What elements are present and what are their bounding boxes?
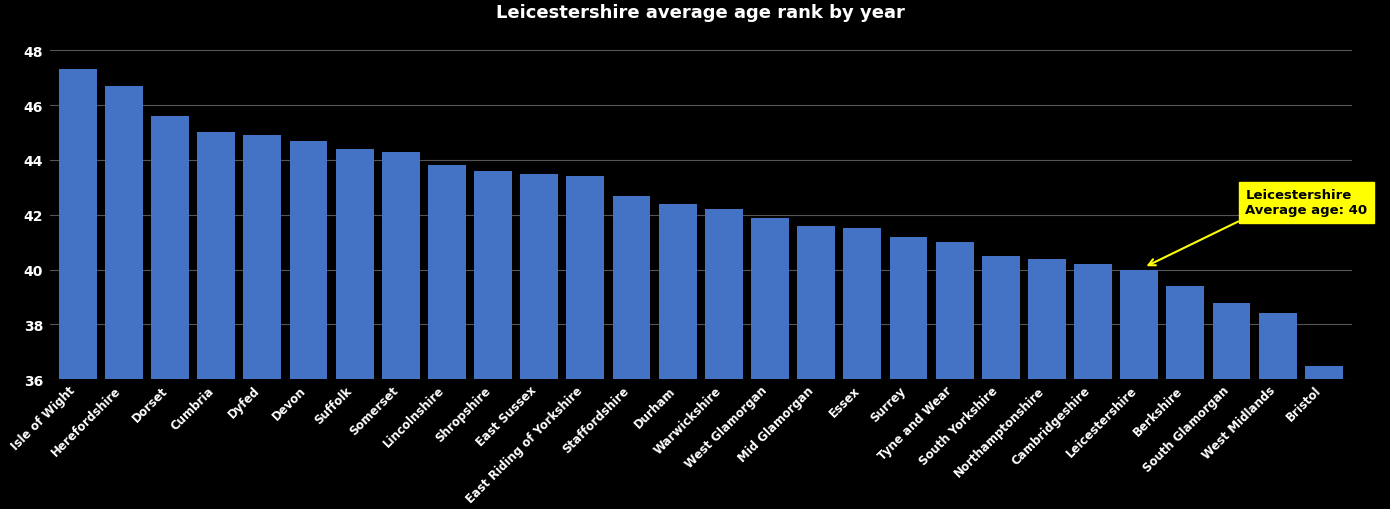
Bar (1120, 270, 1158, 509)
Bar (1029, 259, 1066, 509)
Bar (1305, 366, 1343, 509)
Bar (751, 218, 790, 509)
Bar (613, 196, 651, 509)
Bar (58, 70, 97, 509)
Bar (659, 205, 696, 509)
Bar (1212, 303, 1251, 509)
Bar (197, 133, 235, 509)
Bar (567, 177, 605, 509)
Bar (935, 243, 973, 509)
Bar (1166, 287, 1204, 509)
Bar (844, 229, 881, 509)
Bar (104, 87, 143, 509)
Title: Leicestershire average age rank by year: Leicestershire average age rank by year (496, 4, 905, 22)
Bar (336, 150, 374, 509)
Text: Leicestershire
Average age: 40: Leicestershire Average age: 40 (1245, 189, 1368, 217)
Bar (520, 174, 559, 509)
Bar (474, 172, 512, 509)
Bar (890, 237, 927, 509)
Bar (289, 142, 328, 509)
Bar (981, 257, 1020, 509)
Bar (382, 152, 420, 509)
Bar (152, 117, 189, 509)
Bar (1259, 314, 1297, 509)
Bar (705, 210, 742, 509)
Bar (798, 227, 835, 509)
Bar (428, 166, 466, 509)
Bar (243, 136, 281, 509)
Bar (1074, 265, 1112, 509)
